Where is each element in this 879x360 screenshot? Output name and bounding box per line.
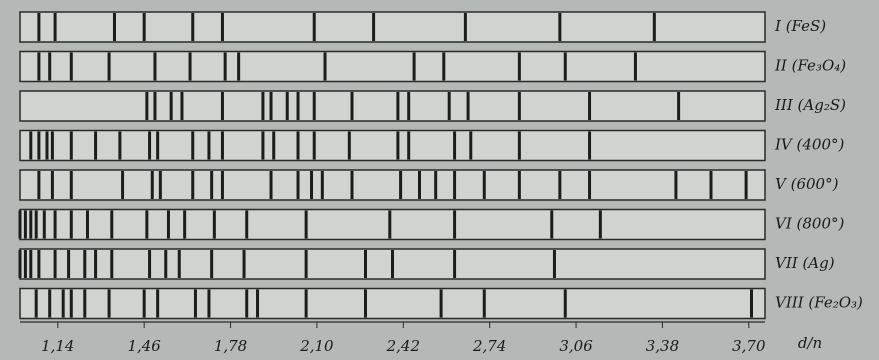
strip	[20, 52, 765, 82]
x-tick-label: 3,06	[559, 337, 593, 355]
x-tick-label: 1,78	[214, 337, 247, 355]
strip	[20, 91, 765, 121]
strip-label: I (FeS)	[774, 17, 826, 35]
x-axis-label: d/n	[798, 334, 822, 352]
strip-label: VI (800°)	[775, 215, 845, 233]
strip	[20, 170, 765, 200]
chart: I (FeS) II (Fe₃O₄) III (Ag₂S) IV (400°) V (6…	[0, 0, 879, 360]
strip-label: III (Ag₂S)	[774, 96, 846, 114]
x-tick-label: 2,10	[299, 337, 334, 355]
x-tick-label: 2,74	[472, 337, 506, 355]
x-tick-label: 3,70	[732, 337, 766, 355]
x-tick-label: 2,42	[386, 337, 420, 355]
strip	[20, 210, 765, 240]
strip-label: VII (Ag)	[775, 254, 835, 272]
strip-label: IV (400°)	[774, 136, 845, 154]
strip-label: V (600°)	[775, 175, 839, 193]
x-tick-label: 3,38	[646, 337, 679, 355]
x-tick-label: 1,14	[41, 337, 74, 355]
x-tick-label: 1,46	[127, 337, 161, 355]
strip	[20, 289, 765, 319]
strip-label: II (Fe₃O₄)	[774, 57, 846, 75]
strip-label: VIII (Fe₂O₃)	[775, 294, 863, 312]
strip	[20, 131, 765, 161]
